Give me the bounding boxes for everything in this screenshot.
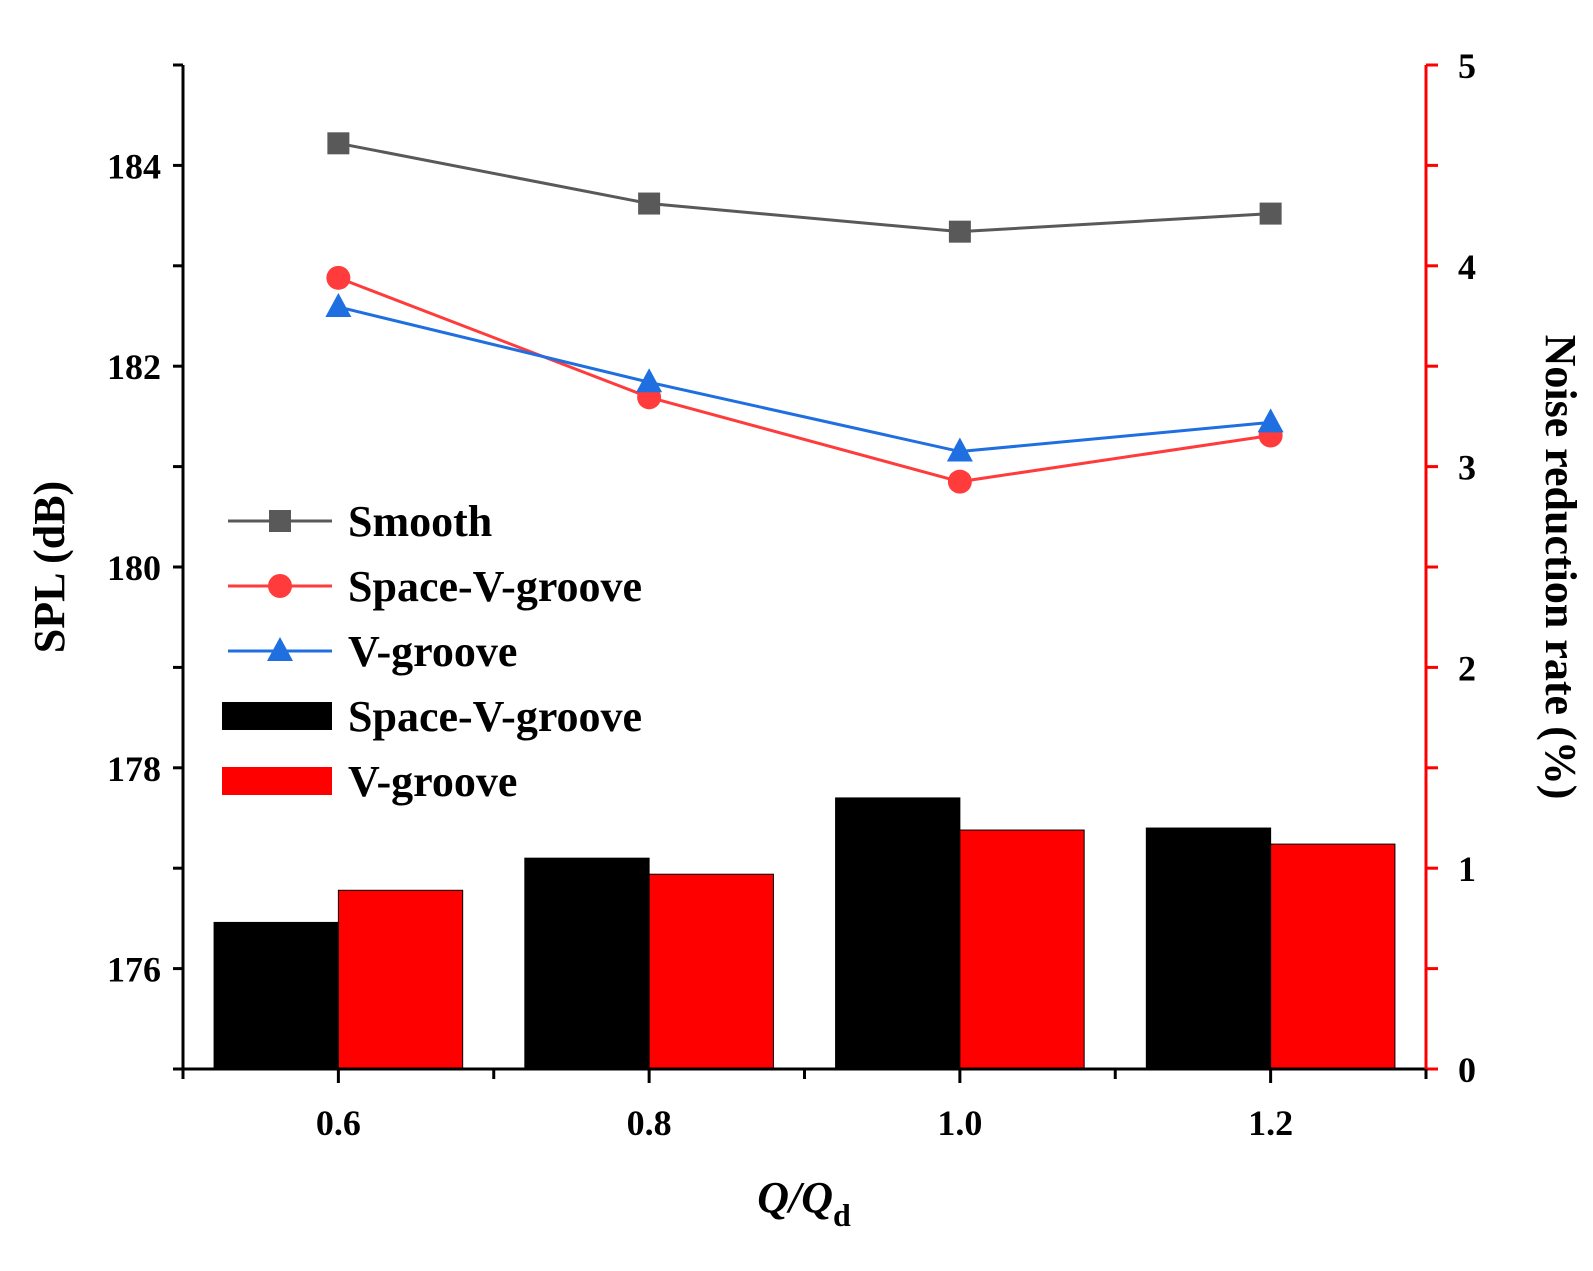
x-axis-title: Q/Qd (757, 1173, 851, 1233)
point-space-v-groove-1.0 (947, 469, 972, 494)
bar-v-groove-0.8 (648, 873, 774, 1070)
point-v-groove-1.2 (1257, 408, 1284, 433)
legend-swatch-bar-space-v-groove (222, 702, 332, 730)
legend: Smooth Space-V-groove V-groove Space-V-groo… (222, 497, 642, 806)
right-tick-label-0: 0 (1458, 1050, 1476, 1090)
legend-marker-space-v-groove (268, 574, 292, 598)
line-smooth (338, 141, 1271, 234)
right-tick-label-3: 3 (1458, 448, 1476, 488)
point-smooth-1.2 (1259, 202, 1282, 225)
bar-v-groove-1.0 (959, 829, 1085, 1070)
right-tick-label-2: 2 (1458, 648, 1476, 688)
point-smooth-0.8 (638, 192, 661, 215)
right-tick-label-4: 4 (1458, 247, 1476, 287)
x-axis-title-sub: d (833, 1197, 851, 1233)
line-v-groove (338, 305, 1271, 454)
legend-label-bar-v-groove: V-groove (348, 757, 517, 806)
bar-v-groove-0.6 (337, 889, 464, 1070)
legend-label-v-groove: V-groove (348, 627, 517, 676)
left-tick-label-182: 182 (107, 347, 161, 387)
legend-marker-smooth (269, 510, 291, 532)
bar-space-v-groove-0.6 (213, 921, 339, 1070)
right-tick-label-5: 5 (1458, 46, 1476, 86)
bottom-tick-label-0.6: 0.6 (316, 1103, 361, 1143)
legend-marker-v-groove (267, 637, 293, 661)
point-v-groove-0.6 (325, 292, 352, 317)
point-space-v-groove-0.6 (326, 265, 351, 290)
right-tick-label-1: 1 (1458, 849, 1476, 889)
tick-layer: 176 178 180 182 184 0 1 2 3 4 5 0.6 0.8 1.0 1.2 (107, 46, 1476, 1143)
left-tick-label-178: 178 (107, 749, 161, 789)
y2-axis-title: Noise reduction rate (%) (1536, 335, 1585, 800)
point-v-groove-0.8 (636, 368, 663, 393)
left-tick-label-184: 184 (107, 146, 161, 186)
bottom-tick-label-0.8: 0.8 (627, 1103, 672, 1143)
legend-label-smooth: Smooth (348, 497, 492, 546)
y-axis-title: SPL (dB) (25, 481, 74, 653)
point-v-groove-1.0 (946, 437, 973, 462)
point-smooth-1.0 (948, 220, 971, 243)
x-axis-title-main: Q/Q (757, 1173, 833, 1222)
bottom-tick-label-1.2: 1.2 (1248, 1103, 1293, 1143)
legend-label-bar-space-v-groove: Space-V-groove (348, 692, 642, 741)
left-tick-label-176: 176 (107, 950, 161, 990)
bottom-tick-label-1.0: 1.0 (937, 1103, 982, 1143)
bar-space-v-groove-1.0 (835, 797, 961, 1070)
legend-label-space-v-groove: Space-V-groove (348, 562, 642, 611)
bar-v-groove-1.2 (1270, 843, 1396, 1070)
legend-swatch-bar-v-groove (222, 767, 332, 795)
line-space-v-groove (337, 276, 1271, 484)
bar-space-v-groove-0.8 (524, 857, 650, 1070)
line-layer (325, 132, 1284, 494)
left-tick-label-180: 180 (107, 548, 161, 588)
bar-layer (213, 797, 1396, 1070)
bar-space-v-groove-1.2 (1145, 827, 1272, 1070)
point-smooth-0.6 (327, 132, 350, 155)
